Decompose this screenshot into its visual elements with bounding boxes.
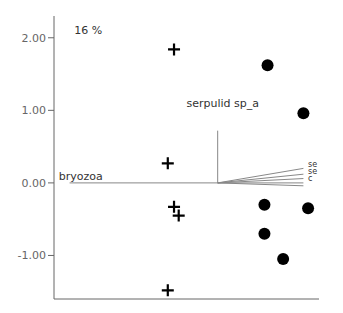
- svg-text:serpulid sp_a: serpulid sp_a: [187, 97, 260, 110]
- svg-text:-1.00: -1.00: [18, 249, 46, 262]
- svg-text:1.00: 1.00: [22, 104, 47, 117]
- svg-text:16 %: 16 %: [74, 24, 102, 37]
- svg-text:0.00: 0.00: [22, 177, 47, 190]
- svg-text:c: c: [308, 174, 312, 183]
- svg-text:bryozoa: bryozoa: [59, 170, 103, 183]
- svg-text:se: se: [308, 167, 318, 177]
- svg-text:se: se: [308, 159, 318, 169]
- svg-text:2.00: 2.00: [22, 32, 47, 45]
